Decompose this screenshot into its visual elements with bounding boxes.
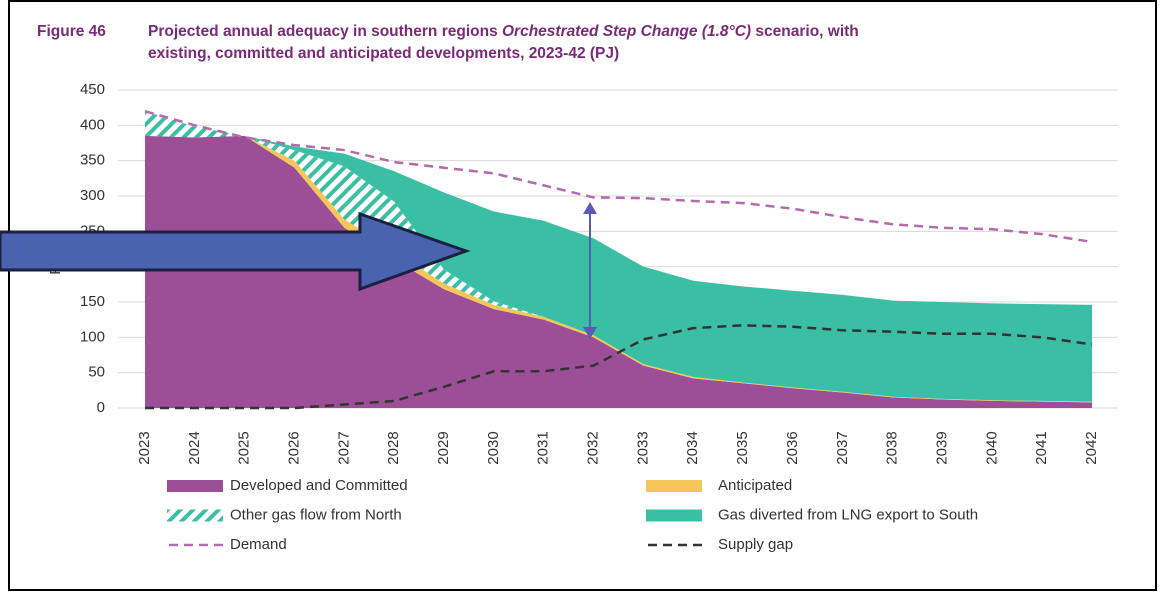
y-tick-label: 300 — [80, 187, 105, 204]
title-part: Projected annual adequacy in southern re… — [148, 23, 502, 40]
frame — [8, 0, 1157, 591]
legend-swatch — [646, 480, 702, 492]
y-tick-label: 350 — [80, 152, 105, 169]
x-tick-label: 2032 — [585, 431, 602, 464]
y-tick-label: 450 — [80, 81, 105, 98]
x-tick-label: 2040 — [983, 431, 1000, 464]
legend-label: Other gas flow from North — [230, 506, 402, 523]
legend-swatch — [646, 509, 702, 522]
x-tick-label: 2033 — [634, 431, 651, 464]
y-tick-label: 50 — [88, 364, 105, 381]
x-tick-label: 2024 — [186, 431, 203, 464]
area — [145, 111, 1092, 402]
x-tick-label: 2039 — [933, 431, 950, 464]
x-tick-label: 2036 — [784, 431, 801, 464]
pointer-arrow — [0, 211, 471, 292]
line — [145, 324, 1093, 410]
x-tick-label: 2041 — [1033, 431, 1050, 464]
x-tick-label: 2031 — [535, 431, 552, 464]
title-part: scenario, with — [751, 23, 859, 40]
y-tick-label: 150 — [80, 293, 105, 310]
x-tick-label: 2025 — [236, 431, 253, 464]
legend-swatch — [167, 480, 223, 492]
legend-label: Anticipated — [718, 477, 792, 494]
y-tick-label: 0 — [97, 399, 105, 416]
figure-label: Figure 46 — [37, 23, 106, 40]
chart-title: Projected annual adequacy in southern re… — [148, 23, 859, 40]
y-tick-label: 100 — [80, 328, 105, 345]
area — [145, 135, 1092, 408]
x-tick-label: 2026 — [285, 431, 302, 464]
legend-label: Developed and Committed — [230, 477, 408, 494]
x-tick-label: 2028 — [385, 431, 402, 464]
chart-title: existing, committed and anticipated deve… — [148, 45, 619, 62]
annotations — [0, 202, 597, 339]
x-tick-label: 2038 — [884, 431, 901, 464]
line — [144, 109, 1093, 244]
title-part: Orchestrated Step Change (1.8°C) — [502, 23, 751, 40]
legend-swatch — [167, 509, 223, 522]
x-tick-label: 2034 — [684, 431, 701, 464]
legend-label: Demand — [230, 536, 287, 553]
legend-label: Gas diverted from LNG export to South — [718, 506, 978, 523]
x-tick-label: 2029 — [435, 431, 452, 464]
plot: 0501001502002503003504004502023202420252… — [80, 81, 1118, 553]
x-tick-label: 2023 — [136, 431, 153, 464]
y-tick-label: 400 — [80, 116, 105, 133]
legend-label: Supply gap — [718, 536, 793, 553]
x-tick-label: 2042 — [1083, 431, 1100, 464]
x-tick-label: 2027 — [335, 431, 352, 464]
x-tick-label: 2037 — [834, 431, 851, 464]
x-tick-label: 2035 — [734, 431, 751, 464]
x-tick-label: 2030 — [485, 431, 502, 464]
